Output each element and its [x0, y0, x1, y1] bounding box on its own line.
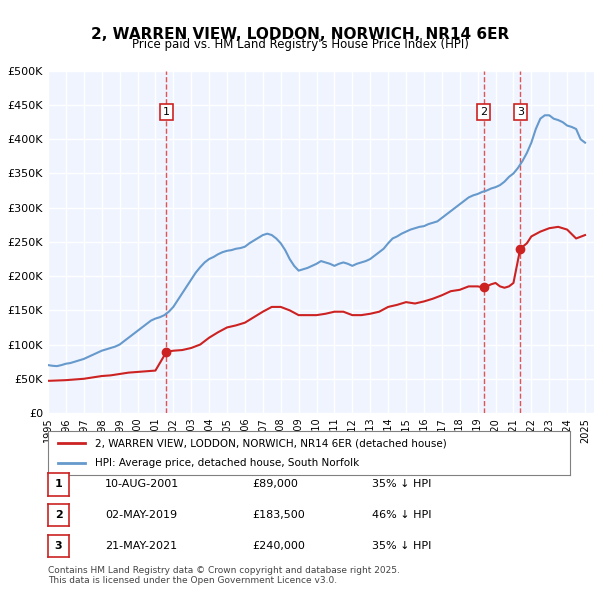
Text: 35% ↓ HPI: 35% ↓ HPI [372, 541, 431, 550]
Text: 2: 2 [55, 510, 62, 520]
Text: HPI: Average price, detached house, South Norfolk: HPI: Average price, detached house, Sout… [95, 458, 359, 467]
Text: 2, WARREN VIEW, LODDON, NORWICH, NR14 6ER: 2, WARREN VIEW, LODDON, NORWICH, NR14 6E… [91, 27, 509, 41]
Text: £240,000: £240,000 [252, 541, 305, 550]
Text: 02-MAY-2019: 02-MAY-2019 [105, 510, 177, 520]
Text: Contains HM Land Registry data © Crown copyright and database right 2025.
This d: Contains HM Land Registry data © Crown c… [48, 566, 400, 585]
Text: 1: 1 [55, 480, 62, 489]
Text: 21-MAY-2021: 21-MAY-2021 [105, 541, 177, 550]
Text: 3: 3 [517, 107, 524, 117]
Text: 1: 1 [163, 107, 170, 117]
Text: Price paid vs. HM Land Registry's House Price Index (HPI): Price paid vs. HM Land Registry's House … [131, 38, 469, 51]
Text: £89,000: £89,000 [252, 480, 298, 489]
Text: 35% ↓ HPI: 35% ↓ HPI [372, 480, 431, 489]
Text: 2, WARREN VIEW, LODDON, NORWICH, NR14 6ER (detached house): 2, WARREN VIEW, LODDON, NORWICH, NR14 6E… [95, 438, 447, 448]
Text: 46% ↓ HPI: 46% ↓ HPI [372, 510, 431, 520]
Text: 10-AUG-2001: 10-AUG-2001 [105, 480, 179, 489]
Text: 2: 2 [480, 107, 487, 117]
Text: £183,500: £183,500 [252, 510, 305, 520]
Text: 3: 3 [55, 541, 62, 550]
